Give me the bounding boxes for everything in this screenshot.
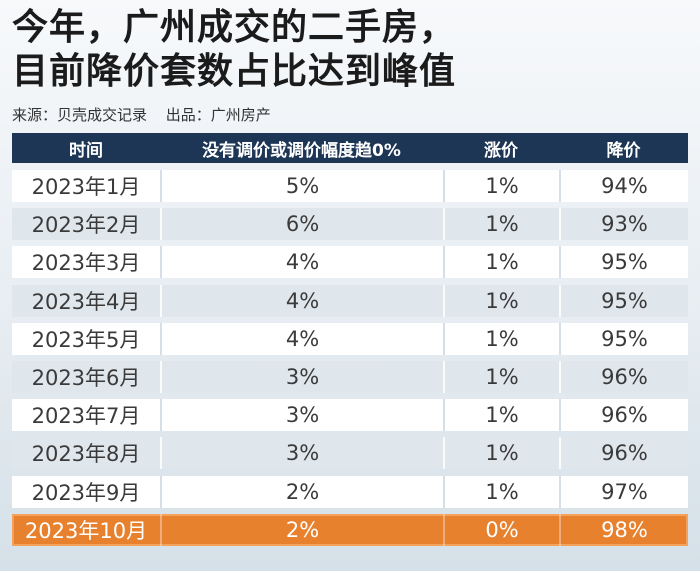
price-change-table: 时间 没有调价或调价幅度趋0% 涨价 降价 2023年1月 5% 1% 94% 2023… bbox=[12, 133, 688, 546]
header-price-up: 涨价 bbox=[484, 140, 518, 161]
cell-time: 2023年3月 bbox=[31, 251, 141, 276]
cell-time: 2023年4月 bbox=[31, 289, 141, 314]
cell-time: 2023年8月 bbox=[31, 442, 141, 467]
table-body: 2023年1月 5% 1% 94% 2023年2月 6% 1% 93% 2023年3月 4% 1% 9… bbox=[12, 170, 688, 546]
title-line-2: 目前降价套数占比达到峰值 bbox=[12, 51, 457, 92]
cell-price-up: 1% bbox=[443, 360, 559, 393]
cell-no-change: 4% bbox=[160, 284, 443, 317]
cell-price-down: 96% bbox=[559, 437, 688, 470]
cell-no-change: 2% bbox=[160, 513, 443, 546]
cell-price-up: 1% bbox=[443, 322, 559, 355]
table-row: 2023年2月 6% 1% 93% bbox=[12, 208, 688, 241]
table-row: 2023年9月 2% 1% 97% bbox=[12, 475, 688, 508]
cell-price-up: 1% bbox=[443, 475, 559, 508]
table-header: 时间 没有调价或调价幅度趋0% 涨价 降价 bbox=[12, 133, 688, 163]
cell-time: 2023年7月 bbox=[31, 404, 141, 429]
cell-no-change: 4% bbox=[160, 322, 443, 355]
cell-price-up: 1% bbox=[443, 208, 559, 241]
table-row: 2023年3月 4% 1% 95% bbox=[12, 246, 688, 279]
cell-no-change: 5% bbox=[160, 170, 443, 202]
cell-time: 2023年10月 bbox=[24, 518, 148, 543]
cell-price-up: 0% bbox=[443, 513, 559, 546]
cell-no-change: 6% bbox=[160, 208, 443, 241]
source-line: 来源：贝壳成交记录 出品：广州房产 bbox=[12, 104, 271, 125]
cell-price-down: 98% bbox=[559, 513, 688, 546]
cell-no-change: 3% bbox=[160, 437, 443, 470]
data-source: 来源：贝壳成交记录 bbox=[12, 106, 148, 124]
cell-no-change: 3% bbox=[160, 399, 443, 432]
cell-price-up: 1% bbox=[443, 284, 559, 317]
title-line-1: 今年，广州成交的二手房， bbox=[12, 7, 457, 48]
table-row: 2023年8月 3% 1% 96% bbox=[12, 437, 688, 470]
page-title: 今年，广州成交的二手房， 目前降价套数占比达到峰值 bbox=[12, 6, 692, 94]
cell-time: 2023年5月 bbox=[31, 327, 141, 352]
table-row-highlighted: 2023年10月 2% 0% 98% bbox=[12, 513, 688, 546]
cell-price-down: 96% bbox=[559, 360, 688, 393]
cell-price-up: 1% bbox=[443, 170, 559, 202]
cell-no-change: 3% bbox=[160, 360, 443, 393]
cell-no-change: 2% bbox=[160, 475, 443, 508]
table-row: 2023年4月 4% 1% 95% bbox=[12, 284, 688, 317]
cell-price-down: 95% bbox=[559, 246, 688, 279]
cell-price-down: 94% bbox=[559, 170, 688, 202]
cell-no-change: 4% bbox=[160, 246, 443, 279]
cell-price-up: 1% bbox=[443, 246, 559, 279]
header-time: 时间 bbox=[69, 140, 103, 161]
cell-price-up: 1% bbox=[443, 399, 559, 432]
cell-time: 2023年9月 bbox=[31, 480, 141, 505]
cell-price-down: 95% bbox=[559, 284, 688, 317]
producer: 出品：广州房产 bbox=[165, 106, 271, 124]
cell-time: 2023年2月 bbox=[31, 213, 141, 238]
cell-time: 2023年6月 bbox=[31, 365, 141, 390]
cell-price-down: 93% bbox=[559, 208, 688, 241]
header-no-change: 没有调价或调价幅度趋0% bbox=[202, 140, 401, 161]
cell-price-down: 97% bbox=[559, 475, 688, 508]
table-row: 2023年5月 4% 1% 95% bbox=[12, 322, 688, 355]
table-row: 2023年7月 3% 1% 96% bbox=[12, 399, 688, 432]
cell-price-up: 1% bbox=[443, 437, 559, 470]
table-row: 2023年6月 3% 1% 96% bbox=[12, 360, 688, 393]
table-row: 2023年1月 5% 1% 94% bbox=[12, 170, 688, 202]
cell-price-down: 95% bbox=[559, 322, 688, 355]
cell-price-down: 96% bbox=[559, 399, 688, 432]
header-price-down: 降价 bbox=[606, 140, 641, 161]
cell-time: 2023年1月 bbox=[31, 175, 141, 199]
